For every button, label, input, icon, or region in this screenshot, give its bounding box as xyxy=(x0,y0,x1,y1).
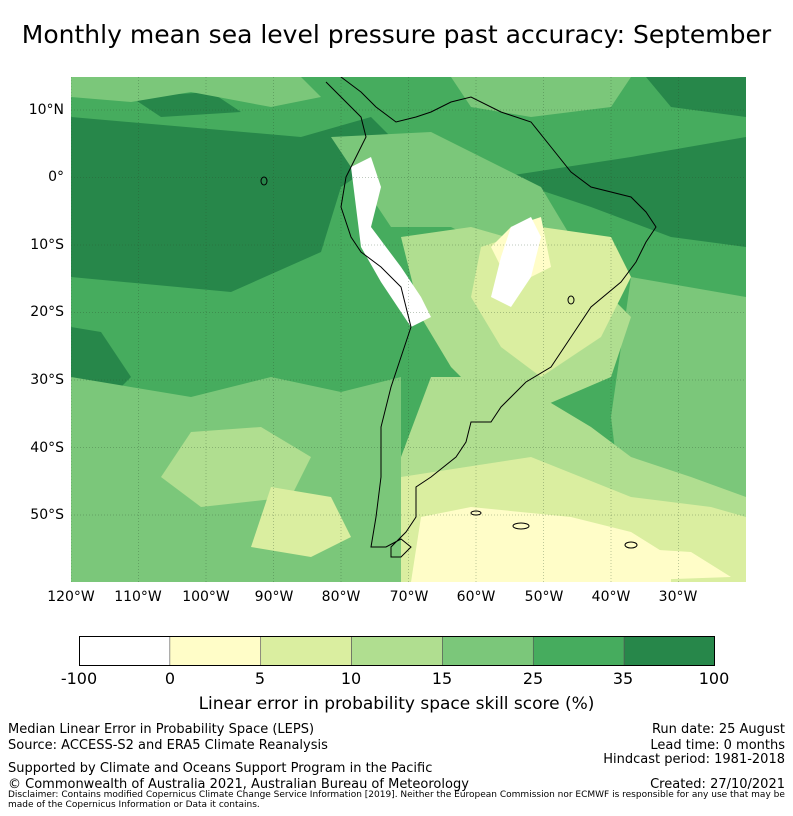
colorbar-frame xyxy=(79,636,715,666)
run-date-text: Run date: 25 August xyxy=(651,722,785,737)
skill-zone xyxy=(646,77,746,117)
lat-tick-label: 50°S xyxy=(30,507,64,523)
method-text: Median Linear Error in Probability Space… xyxy=(8,722,315,737)
hindcast-period-text: Hindcast period: 1981-2018 xyxy=(603,752,785,767)
support-text: Supported by Climate and Oceans Support … xyxy=(8,761,433,776)
skill-zone xyxy=(351,157,431,327)
skill-zone xyxy=(501,137,746,247)
lon-tick-label: 70°W xyxy=(389,589,429,605)
colorbar-tick-label: -100 xyxy=(60,669,98,688)
lon-tick-label: 40°W xyxy=(591,589,631,605)
skill-zone xyxy=(591,547,731,582)
lat-tick-label: 40°S xyxy=(30,440,64,456)
lat-tick-label: 0° xyxy=(48,169,64,185)
island-outline xyxy=(624,541,638,549)
colorbar-tick-label: 100 xyxy=(698,669,730,688)
lon-tick-label: 90°W xyxy=(254,589,294,605)
colorbar-segment xyxy=(79,636,171,666)
lat-tick-label: 30°S xyxy=(30,372,64,388)
skill-zone xyxy=(251,487,351,557)
colorbar-label: Linear error in probability space skill … xyxy=(198,694,595,714)
lon-tick-label: 60°W xyxy=(456,589,496,605)
lat-tick-label: 10°S xyxy=(30,237,64,253)
created-date-text: Created: 27/10/2021 xyxy=(650,777,785,792)
lon-tick-label: 50°W xyxy=(524,589,564,605)
copyright-text: © Commonwealth of Australia 2021, Austra… xyxy=(8,777,469,792)
island-outline xyxy=(260,176,268,186)
colorbar-tick-label: 0 xyxy=(164,669,176,688)
island-outline xyxy=(470,510,482,516)
colorbar-segment xyxy=(260,636,352,666)
colorbar-tick-label: 35 xyxy=(612,669,634,688)
skill-zone xyxy=(491,217,541,307)
colorbar-segment xyxy=(351,636,443,666)
skill-zone xyxy=(331,132,571,257)
lon-tick-label: 80°W xyxy=(321,589,361,605)
disclaimer-text: Disclaimer: Contains modified Copernicus… xyxy=(8,790,785,810)
lon-tick-label: 120°W xyxy=(47,589,95,605)
lon-tick-label: 100°W xyxy=(182,589,230,605)
lat-tick-label: 10°N xyxy=(28,102,64,118)
map-title: Monthly mean sea level pressure past acc… xyxy=(21,20,772,49)
colorbar-segment xyxy=(169,636,262,666)
colorbar-tick-label: 15 xyxy=(431,669,453,688)
skill-zone xyxy=(451,77,631,117)
lead-time-text: Lead time: 0 months xyxy=(650,738,785,753)
skill-zone xyxy=(71,117,401,292)
skill-zone xyxy=(71,77,321,107)
colorbar-segment xyxy=(532,636,625,666)
skill-score-map xyxy=(71,77,746,582)
source-text: Source: ACCESS-S2 and ERA5 Climate Reana… xyxy=(8,738,328,753)
lat-tick-label: 20°S xyxy=(30,304,64,320)
colorbar-tick-label: 25 xyxy=(522,669,544,688)
island-outline xyxy=(567,295,575,305)
island-outline xyxy=(512,522,530,530)
colorbar-segment xyxy=(442,636,534,666)
colorbar xyxy=(79,636,715,666)
lon-tick-label: 110°W xyxy=(114,589,162,605)
skill-zone xyxy=(131,92,241,117)
coastline-path xyxy=(325,77,657,558)
colorbar-tick-label: 5 xyxy=(254,669,266,688)
colorbar-segment xyxy=(623,636,715,666)
colorbar-tick-label: 10 xyxy=(340,669,362,688)
lon-tick-label: 30°W xyxy=(658,589,698,605)
